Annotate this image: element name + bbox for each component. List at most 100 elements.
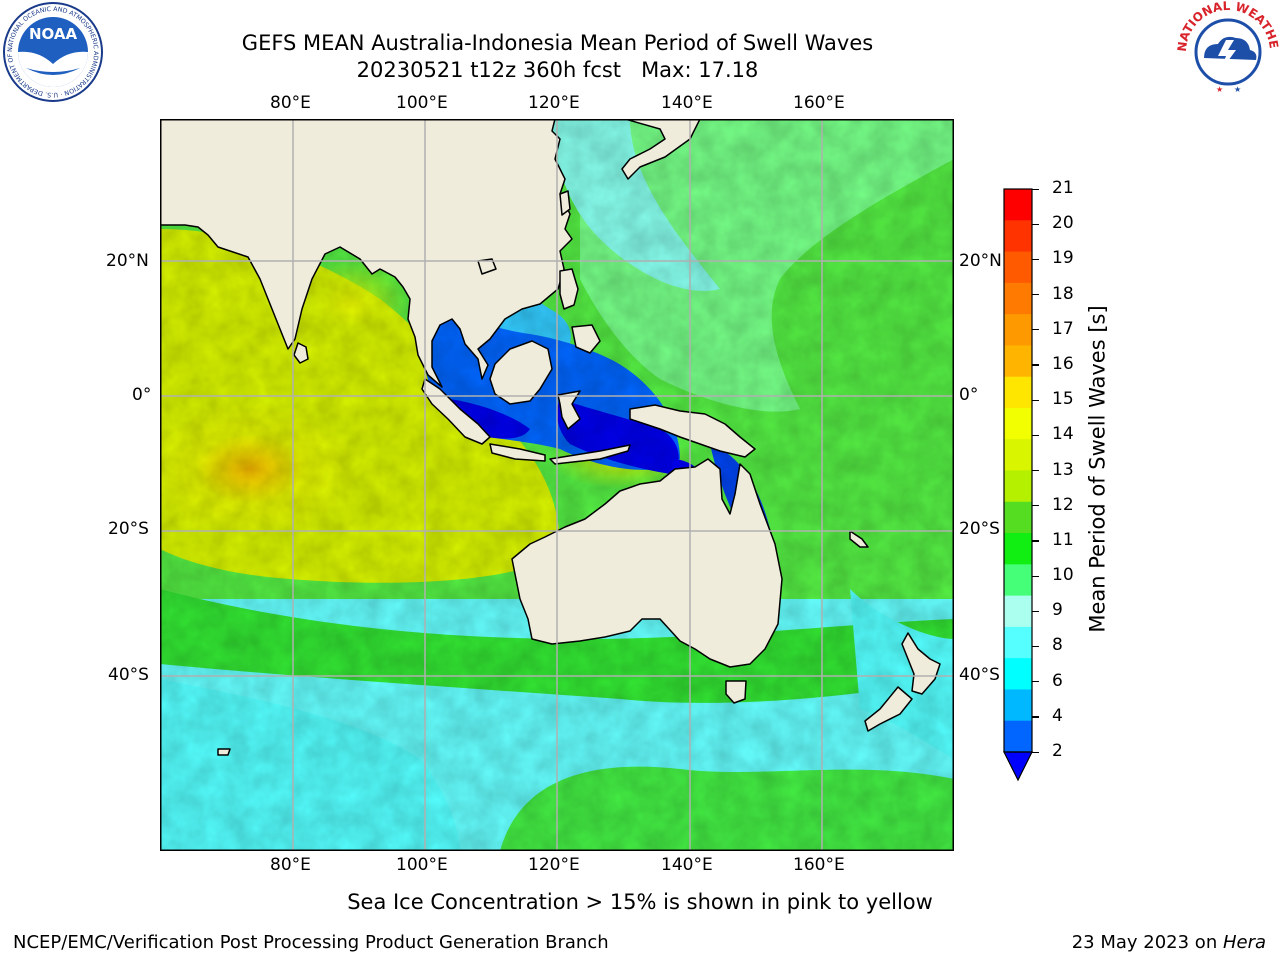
footer-credit: NCEP/EMC/Verification Post Processing Pr… [13,932,609,953]
hainan [477,258,497,275]
colorbar-tick [1032,399,1039,401]
noaa-logo-text: NOAA [29,25,78,43]
footer-host: Hera [1222,932,1266,953]
colorbar-label: 19 [1052,248,1074,269]
lat-label-left: 40°S [108,665,149,685]
lon-label-top: 80°E [270,93,311,113]
lon-label-top: 100°E [396,93,448,113]
sulawesi [557,390,581,430]
colorbar-label: 12 [1052,494,1074,515]
colorbar-tick [1032,294,1039,296]
colorbar-label: 6 [1052,670,1063,691]
colorbar-tick [1032,645,1039,648]
lat-label-right: 20°S [959,519,1000,539]
colorbar-swatch [1004,720,1032,753]
lesser-sundas [549,444,631,465]
colorbar-swatch [1004,501,1032,534]
colorbar-swatch [1004,314,1032,346]
colorbar-swatch [1004,626,1032,659]
nz-south-island [864,686,913,732]
colorbar-label: 17 [1052,318,1074,339]
colorbar-swatch [1004,407,1032,440]
colorbar-tick [1032,575,1039,577]
colorbar-swatch [1004,345,1032,378]
lon-label-bottom: 140°E [661,855,713,875]
lon-label-bottom: 160°E [793,855,845,875]
swell-period-map [160,119,954,851]
colorbar-label: 21 [1052,178,1074,198]
colorbar-swatch [1004,689,1032,722]
footer-date-text: 23 May 2023 on [1071,932,1223,953]
colorbar-swatch [1004,251,1032,284]
colorbar-title: Mean Period of Swell Waves [s] [1086,304,1111,633]
colorbar-label: 15 [1052,389,1074,410]
svg-text:★: ★ [1216,85,1223,94]
philippines-mindanao [571,324,601,354]
lon-label-bottom: 100°E [396,855,448,875]
lat-label-left: 20°S [108,519,149,539]
colorbar-tick [1032,681,1039,683]
lat-label-left: 20°N [106,251,149,271]
colorbar-label: 2 [1052,741,1063,761]
lon-label-top: 160°E [793,93,845,113]
colorbar-label: 16 [1052,353,1074,374]
map-subtitle: 20230521 t12z 360h fcst Max: 17.18 [356,58,759,82]
lat-label-right: 40°S [959,665,1000,685]
kerguelen [217,748,231,756]
colorbar-swatch [1004,564,1032,597]
nws-logo-icon: NATIONAL WEATHER SERVICE ★ ★ [1176,0,1280,99]
nz-north-island [901,632,941,695]
new-guinea [629,404,756,458]
sri-lanka [293,342,309,364]
tasmania [725,680,747,704]
footer-date: 23 May 2023 on Hera [1072,932,1266,953]
colorbar-swatches [1004,189,1032,753]
colorbar-label: 11 [1052,529,1074,550]
graticule [160,119,954,851]
colorbar-swatch [1004,282,1032,315]
australia [511,458,783,668]
colorbar-tick [1032,540,1039,542]
colorbar-label: 9 [1052,600,1063,621]
colorbar-tick [1032,258,1039,261]
colorbar-label: 20 [1052,213,1074,234]
japan [621,119,701,180]
colorbar-tick [1032,505,1039,507]
colorbar-tick [1032,223,1039,225]
lon-label-top: 120°E [528,93,580,113]
lat-label-right: 0° [959,385,979,405]
sea-ice-note: Sea Ice Concentration > 15% is shown in … [347,890,933,914]
asia-landmass [160,119,573,388]
taiwan [559,190,571,216]
colorbar-tick [1032,364,1039,366]
colorbar-swatch [1004,376,1032,409]
lon-label-bottom: 120°E [528,855,580,875]
colorbar-label: 13 [1052,459,1074,480]
colorbar-swatch [1004,189,1032,221]
lon-label-bottom: 80°E [270,855,311,875]
colorbar-swatch [1004,220,1032,253]
colorbar-swatch [1004,658,1032,690]
colorbar-swatch [1004,439,1032,471]
colorbar-swatch [1004,533,1032,565]
lat-label-left: 0° [132,385,152,405]
colorbar-label: 4 [1052,705,1063,726]
map-title: GEFS MEAN Australia-Indonesia Mean Perio… [241,31,874,55]
colorbar-swatch [1004,595,1032,628]
land-layer [160,119,941,756]
colorbar-tick [1032,434,1039,436]
map-frame [160,119,954,851]
philippines-luzon [559,268,579,310]
colorbar-label: 8 [1052,635,1063,656]
colorbar-label: 18 [1052,283,1074,304]
colorbar [1003,188,1033,782]
lon-label-top: 140°E [661,93,713,113]
borneo [489,340,553,405]
java [489,443,546,462]
colorbar-title-wrap: Mean Period of Swell Waves [s] [1083,186,1113,751]
lat-label-right: 20°N [959,251,1002,271]
colorbar-swatch [1004,470,1032,503]
colorbar-label: 10 [1052,565,1074,586]
colorbar-tick [1032,610,1039,612]
colorbar-tick [1032,716,1039,718]
